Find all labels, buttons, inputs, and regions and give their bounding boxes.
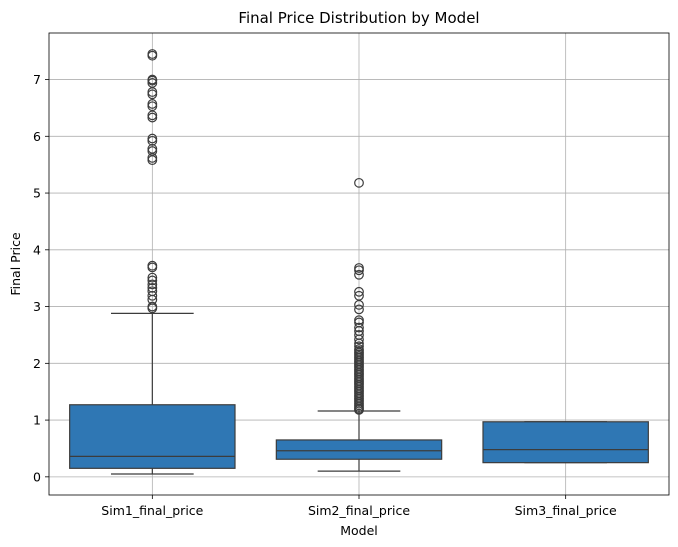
outlier-point bbox=[354, 344, 364, 355]
outlier-point bbox=[147, 99, 158, 109]
outlier-point bbox=[147, 301, 158, 312]
outlier-point bbox=[147, 74, 158, 85]
box-group bbox=[482, 421, 649, 464]
x-tick-label: Sim1_final_price bbox=[101, 503, 203, 518]
outlier-point bbox=[354, 177, 364, 188]
outlier-point bbox=[354, 290, 364, 301]
y-tick-label: 1 bbox=[33, 413, 41, 428]
y-tick-label: 7 bbox=[33, 72, 41, 87]
outlier-point bbox=[147, 133, 158, 144]
x-tick-label: Sim2_final_price bbox=[308, 503, 410, 518]
outlier-point bbox=[354, 341, 364, 352]
outlier-point bbox=[147, 49, 158, 59]
box-iqr bbox=[69, 404, 236, 469]
box-group bbox=[69, 49, 236, 475]
outlier-point bbox=[147, 260, 158, 271]
box-series bbox=[69, 49, 649, 475]
y-axis-ticks: 0 1 2 3 4 5 6 7 bbox=[33, 72, 49, 484]
y-tick-label: 2 bbox=[33, 356, 41, 371]
outlier-point bbox=[354, 286, 364, 297]
y-tick-label: 6 bbox=[33, 129, 41, 144]
outlier-point bbox=[354, 263, 364, 273]
y-axis-label: Final Price bbox=[8, 232, 23, 296]
outlier-point bbox=[147, 275, 158, 286]
outlier-point bbox=[354, 304, 364, 315]
outlier-point bbox=[147, 143, 158, 154]
box-iqr bbox=[275, 439, 443, 460]
y-tick-label: 4 bbox=[33, 242, 41, 257]
box-group bbox=[275, 177, 443, 472]
outlier-point bbox=[354, 322, 364, 333]
outlier-point bbox=[354, 315, 364, 326]
outlier-point bbox=[147, 286, 158, 297]
y-tick-label: 3 bbox=[33, 299, 41, 314]
outlier-point bbox=[147, 272, 158, 283]
x-axis-label: Model bbox=[340, 523, 378, 538]
y-tick-label: 5 bbox=[33, 186, 41, 201]
outlier-point bbox=[354, 269, 364, 280]
x-tick-label: Sim3_final_price bbox=[515, 503, 617, 518]
outlier-point bbox=[147, 279, 158, 290]
box-iqr bbox=[482, 421, 649, 464]
outlier-point bbox=[147, 282, 158, 293]
outlier-point bbox=[147, 290, 158, 301]
chart-title: Final Price Distribution by Model bbox=[238, 9, 479, 27]
x-axis-ticks: Sim1_final_price Sim2_final_price Sim3_fin… bbox=[101, 495, 617, 518]
outlier-point bbox=[354, 330, 364, 340]
y-tick-label: 0 bbox=[33, 469, 41, 484]
